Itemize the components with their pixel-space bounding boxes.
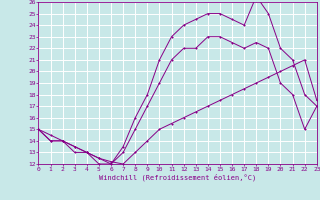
X-axis label: Windchill (Refroidissement éolien,°C): Windchill (Refroidissement éolien,°C): [99, 173, 256, 181]
